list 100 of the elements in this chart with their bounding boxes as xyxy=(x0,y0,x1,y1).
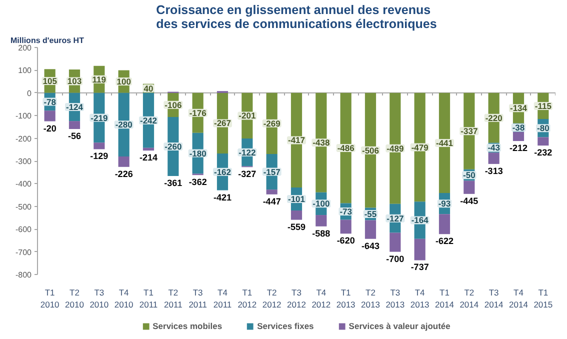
data-label: -176 xyxy=(189,108,207,118)
data-label: -78 xyxy=(44,96,56,107)
total-label: -643 xyxy=(361,240,380,251)
data-label: -267 xyxy=(214,118,232,128)
total-label: -212 xyxy=(509,143,528,154)
total-label: -362 xyxy=(188,177,207,188)
y-tick-label: -400 xyxy=(15,180,32,189)
x-tick-label: T2 2012 xyxy=(262,288,282,310)
x-tick-label: T4 2012 xyxy=(312,288,331,310)
y-tick-label: -300 xyxy=(15,157,32,166)
data-label: -220 xyxy=(485,112,503,123)
total-label: -214 xyxy=(139,152,158,163)
x-tick-label: T3 2010 xyxy=(90,288,109,310)
total-label: -226 xyxy=(114,168,133,179)
x-tick-label: T4 2013 xyxy=(410,288,430,310)
data-label: -115 xyxy=(534,100,552,111)
data-label: -506 xyxy=(362,145,380,156)
x-tick-label: T3 2013 xyxy=(386,288,405,310)
data-label: 119 xyxy=(92,74,106,84)
x-tick-label: T1 2015 xyxy=(534,288,553,310)
y-tick-label: -200 xyxy=(15,134,32,144)
data-label: 105 xyxy=(42,76,58,86)
data-label: -106 xyxy=(164,100,182,110)
x-tick-label: T2 2014 xyxy=(460,288,479,310)
total-label: -361 xyxy=(164,178,182,188)
data-label: -101 xyxy=(288,194,306,204)
data-label: -122 xyxy=(238,147,256,158)
data-label: -201 xyxy=(238,110,256,121)
total-label: -313 xyxy=(484,166,503,176)
y-tick-label: -500 xyxy=(15,202,32,212)
x-tick-label: T1 2010 xyxy=(40,288,60,310)
total-label: -327 xyxy=(238,169,256,180)
data-label: -50 xyxy=(463,170,476,180)
y-tick-label: 200 xyxy=(18,44,32,52)
total-label: -421 xyxy=(213,192,232,202)
y-tick-label: 100 xyxy=(18,66,32,76)
data-label: -260 xyxy=(164,141,182,152)
data-label: -269 xyxy=(263,118,281,128)
x-tick-label: T1 2012 xyxy=(238,288,257,310)
x-tick-label: T3 2011 xyxy=(188,288,208,310)
data-label: -164 xyxy=(411,215,429,226)
chart-title: Croissance en glissement annuel des revenus des services de communications électroniques xyxy=(156,3,437,31)
data-label: -280 xyxy=(115,120,133,130)
x-tick-label: T3 2014 xyxy=(484,288,504,310)
data-label: -38 xyxy=(512,122,525,133)
total-label: -737 xyxy=(410,262,429,272)
data-label: 100 xyxy=(116,76,132,87)
data-label: -55 xyxy=(364,209,377,220)
data-label: 103 xyxy=(67,76,82,86)
total-label: -559 xyxy=(287,222,306,232)
x-tick-label: T4 2011 xyxy=(213,288,232,310)
y-tick-label: -100 xyxy=(15,112,32,121)
data-label: -162 xyxy=(214,166,232,177)
x-tick-label: T1 2014 xyxy=(435,288,454,310)
total-label: -20 xyxy=(43,123,56,134)
data-label: -417 xyxy=(288,135,306,146)
data-label: -486 xyxy=(337,143,355,154)
data-label: -134 xyxy=(510,103,528,114)
data-label: -73 xyxy=(340,206,352,217)
total-label: -232 xyxy=(534,148,552,158)
x-tick-label: T4 2014 xyxy=(509,288,528,310)
total-label: -700 xyxy=(386,254,404,264)
total-label: -447 xyxy=(262,196,281,206)
data-label: -180 xyxy=(189,148,207,158)
x-tick-label: T2 2013 xyxy=(361,288,380,310)
total-label: -445 xyxy=(460,196,478,206)
data-label: -219 xyxy=(90,112,108,123)
y-tick-label: -600 xyxy=(15,225,32,234)
legend-label: Services mobiles xyxy=(152,320,222,330)
total-label: -622 xyxy=(435,236,454,246)
total-label: -56 xyxy=(68,130,82,141)
x-tick-label: T3 2012 xyxy=(287,288,306,310)
legend-label: Services fixes xyxy=(257,320,314,330)
data-label: -438 xyxy=(312,138,330,148)
data-label: -157 xyxy=(263,166,281,177)
y-tick-label: -800 xyxy=(15,270,32,280)
data-label: -479 xyxy=(411,142,429,152)
x-tick-label: T2 2011 xyxy=(164,288,183,310)
y-axis-title: Millions d'euros HT xyxy=(10,36,84,45)
data-label: -93 xyxy=(438,198,451,209)
total-label: -129 xyxy=(90,151,108,162)
data-label: -242 xyxy=(140,115,158,126)
x-tick-label: T1 2011 xyxy=(139,288,158,310)
data-label: -337 xyxy=(460,126,478,136)
x-tick-label: T1 2013 xyxy=(336,288,356,310)
data-label: -80 xyxy=(537,123,550,134)
total-label: -620 xyxy=(336,236,355,246)
data-label: 40 xyxy=(144,83,154,94)
y-tick-label: -700 xyxy=(15,248,32,257)
data-label: -441 xyxy=(436,138,454,148)
data-label: -100 xyxy=(312,198,330,209)
data-label: -124 xyxy=(66,102,84,112)
data-label: -127 xyxy=(386,213,404,224)
data-label: -489 xyxy=(386,143,404,154)
y-tick-label: 0 xyxy=(27,88,32,98)
legend-label: Services à valeur ajoutée xyxy=(348,320,450,330)
x-tick-label: T2 2010 xyxy=(65,288,84,310)
total-label: -588 xyxy=(312,228,330,238)
data-label: -43 xyxy=(488,142,500,153)
x-tick-label: T4 2010 xyxy=(114,288,134,310)
